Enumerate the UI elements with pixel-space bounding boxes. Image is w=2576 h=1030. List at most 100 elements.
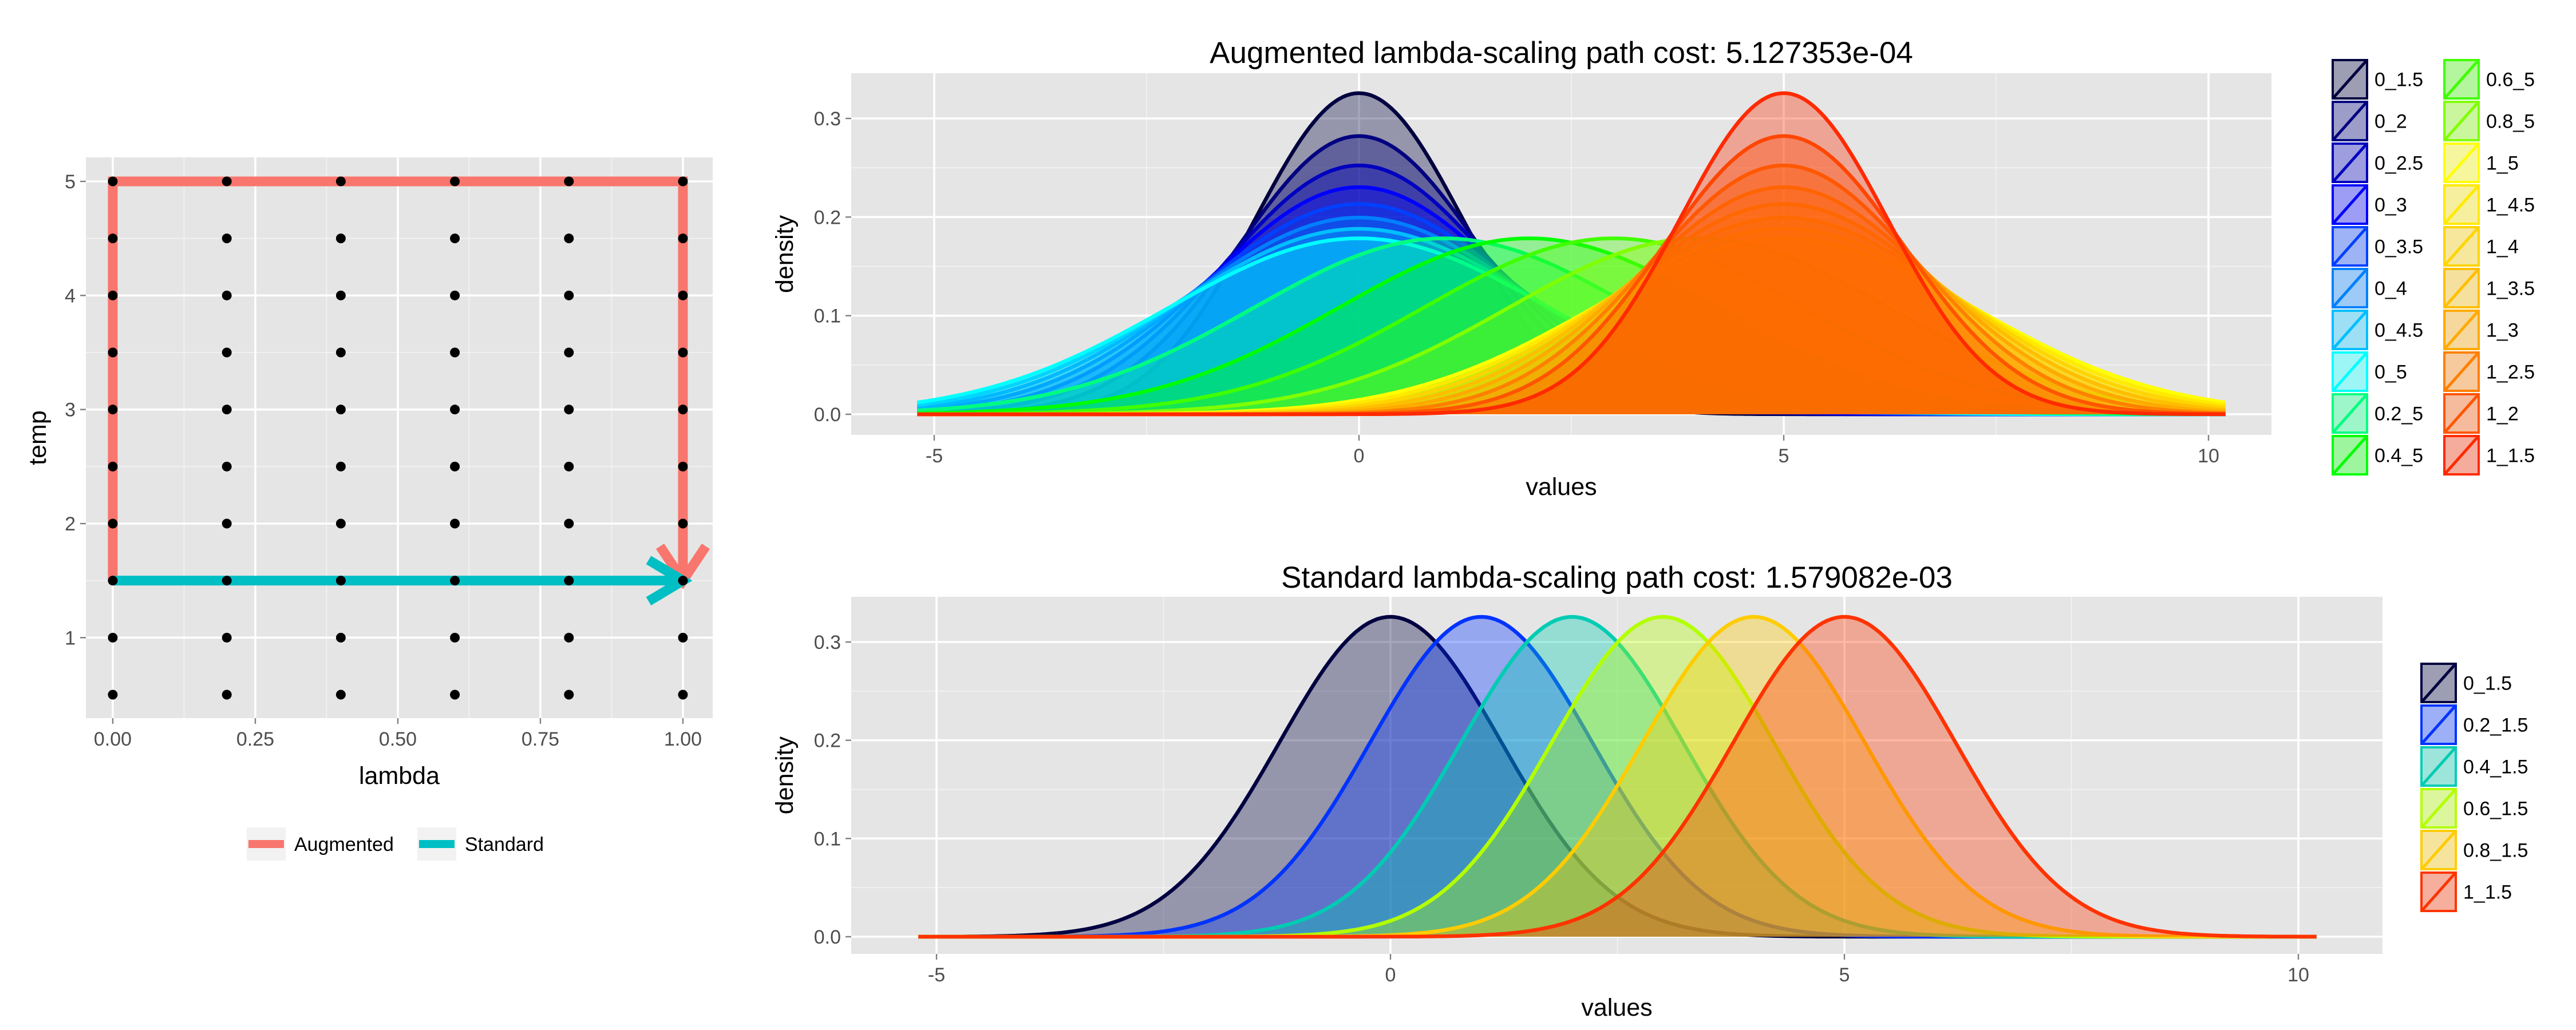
y-tick-label: 1 [65,627,76,649]
density-area-1_1.5 [917,93,2226,415]
grid-point [335,690,346,700]
legend-swatch-line [2333,436,2367,474]
legend-label: Augmented [294,834,394,855]
x-tick-label: 0 [1354,445,1365,467]
grid-point [335,518,346,529]
grid-point [450,176,460,187]
standard-legend: 0_1.5 0.2_1.5 0.4_1.5 0.6_1.5 0.8_1.5 1_1.5 [2419,661,2528,913]
density-area-0.6_1.5 [918,617,2317,937]
y-axis-title: density [771,736,799,814]
grid-point [108,518,118,529]
density-curve-1_1.5 [917,91,2226,417]
density-area-1_4.5 [917,228,2226,414]
grid-point [222,576,232,586]
legend-swatch-line [2421,831,2456,869]
grid-point [335,233,346,244]
y-tick-label: 0.1 [814,306,841,327]
grid-point [678,233,688,244]
legend-label: 0.2_1.5 [2463,715,2528,736]
grid-point [678,576,688,586]
x-tick-label: 5 [1779,445,1789,467]
grid-point [335,576,346,586]
density-area-1_1.5 [918,616,2317,937]
grid-point [450,233,460,244]
grid-point [222,405,232,415]
grid-point [335,405,346,415]
legend-swatch-line [2333,311,2367,349]
grid-point [108,176,118,187]
augmented-chart: -5 0 5 10 0.0 0.1 0.2 0.3 Augmented lambda-scali… [771,36,2535,501]
legend-label: 0_1.5 [2374,69,2423,91]
density-area-0_2.5 [917,165,2226,414]
x-tick-label: 0.75 [521,728,559,750]
y-tick-label: 0.2 [814,207,841,228]
grid-point [335,290,346,300]
grid-point [222,176,232,187]
density-area-0_1.5 [917,93,2226,415]
density-area-0.2_1.5 [918,617,2317,937]
grid-point [108,405,118,415]
legend-label: 0.8_1.5 [2463,840,2528,862]
grid-point [222,290,232,300]
density-curve-0.6_5 [917,236,2226,416]
y-tick-label: 4 [65,285,76,307]
grid-point [564,233,574,244]
legend-swatch-line [2444,352,2479,391]
legend-label: 0_4 [2374,278,2407,300]
y-tick-label: 0.0 [814,926,841,948]
x-tick-label: 0.50 [379,728,417,750]
legend-label: 1_4.5 [2486,195,2535,216]
legend-label: 0_3 [2374,195,2407,216]
legend-label: 0.2_5 [2374,403,2423,425]
grid-point [222,461,232,472]
legend-label: 0.8_5 [2486,111,2535,133]
plot-title: Augmented lambda-scaling path cost: 5.12… [1210,36,1913,70]
legend-label: 1_4 [2486,236,2519,258]
grid-point [564,405,574,415]
curves [918,615,2317,939]
grid-point [678,290,688,300]
y-tick-label: 2 [65,513,76,535]
grid-point [335,176,346,187]
legend-swatch-line [2444,144,2479,182]
density-area-1_4 [917,217,2226,414]
legend-label: 0.6_5 [2486,69,2535,91]
x-tick-label: 10 [2198,445,2219,467]
legend-swatch-line [2444,227,2479,266]
grid-point [678,176,688,187]
grid-point [335,347,346,358]
grid-point [108,632,118,643]
legend-label: 0.4_1.5 [2463,756,2528,778]
legend-swatch-line [2444,185,2479,224]
y-tick-label: 0.2 [814,730,841,752]
grid-point [678,405,688,415]
legend-swatch-line [2444,311,2479,349]
grid-point [564,690,574,700]
x-tick-label: 0 [1385,964,1396,986]
legend-swatch-line [2333,352,2367,391]
x-tick-label: 5 [1839,964,1850,986]
augmented-path [108,176,688,581]
legend-label: 1_2.5 [2486,362,2535,383]
legend-label: Standard [465,834,544,855]
density-area-0_4.5 [917,228,2226,414]
grid-point [108,690,118,700]
grid-point [335,632,346,643]
y-axis-title: temp [24,410,52,465]
x-tick-label: 0.25 [236,728,274,750]
legend-label: 1_5 [2486,153,2519,175]
grid-point [108,233,118,244]
density-area-0_1.5 [918,616,2317,937]
plot-title: Standard lambda-scaling path cost: 1.579… [1281,561,1953,595]
y-tick-label: 0.3 [814,108,841,130]
legend-swatch-line [2421,664,2456,702]
legend-swatch-line [2421,873,2456,911]
grid-point [450,405,460,415]
grid-point [678,632,688,643]
density-area-1_2.5 [917,165,2226,414]
legend-swatch-line [2444,436,2479,474]
density-curve-1_1.5 [918,615,2317,939]
legend-swatch-line [2333,394,2367,433]
grid-point [564,518,574,529]
